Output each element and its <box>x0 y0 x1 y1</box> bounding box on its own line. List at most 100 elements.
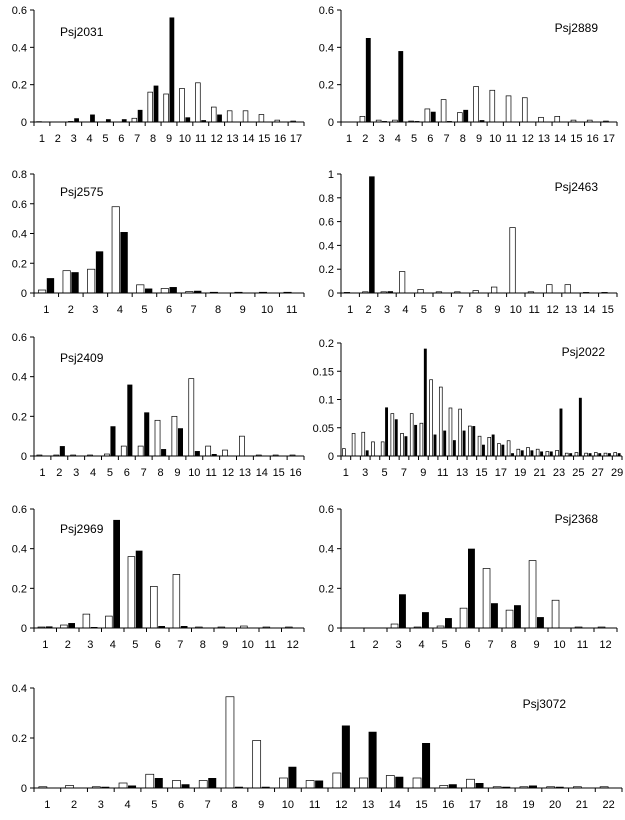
x-tick-label: 2 <box>362 133 368 145</box>
white-bar-7 <box>198 780 208 789</box>
x-tick-label: 5 <box>141 304 147 316</box>
chart-panel-4: 00.20.40.60.811 2 3 4 5 6 7 8 9 10 11 12 13 14 15Psj24… <box>319 169 618 316</box>
black-bar-10 <box>288 766 297 788</box>
black-bar-5 <box>105 119 111 122</box>
y-tick-label: 0.15 <box>313 366 334 378</box>
white-bar-10 <box>551 599 560 629</box>
black-bar-2 <box>68 623 75 628</box>
x-tick-label: 12 <box>546 304 558 316</box>
x-tick-label: 9 <box>240 304 246 316</box>
black-bar-4 <box>120 232 128 293</box>
y-tick-label: 0.2 <box>12 258 27 270</box>
black-bar-24 <box>569 453 573 456</box>
black-bar-7 <box>180 626 188 628</box>
white-bar-4 <box>111 206 120 294</box>
white-bar-7 <box>131 117 138 123</box>
x-tick-label: 1 <box>39 133 45 145</box>
white-bar-6 <box>459 607 468 629</box>
white-bar-6 <box>390 413 395 457</box>
x-tick-label: 11 <box>577 639 588 651</box>
x-tick-label: 15 <box>415 799 427 811</box>
chart-panel-9: 00.20.41 2 3 4 5 6 7 8 9 10 11 12 13 14 15 16 17 18 19 20 21… <box>12 683 623 811</box>
x-tick-label: 2 <box>55 133 61 145</box>
black-bar-8 <box>161 449 167 456</box>
white-bar-10 <box>179 88 185 123</box>
x-tick-label: 8 <box>200 639 206 651</box>
x-tick-label: 9 <box>420 467 426 479</box>
x-tick-label: 10 <box>489 133 501 145</box>
white-bar-18 <box>506 440 511 457</box>
black-bar-5 <box>385 407 389 456</box>
black-bar-15 <box>422 743 431 788</box>
x-tick-label: 3 <box>379 133 385 145</box>
x-tick-label: 14 <box>242 133 254 145</box>
white-bar-6 <box>172 780 181 789</box>
x-tick-label: 2 <box>366 304 372 316</box>
black-bar-3 <box>365 450 369 456</box>
black-bar-7 <box>137 109 143 122</box>
black-bar-9 <box>479 120 485 122</box>
x-tick-label: 2 <box>56 467 62 479</box>
x-tick-label: 5 <box>382 467 388 479</box>
white-bar-25 <box>574 452 579 457</box>
black-bar-4 <box>113 519 120 628</box>
x-tick-label: 12 <box>222 467 234 479</box>
white-bar-8 <box>457 112 463 123</box>
white-bar-11 <box>505 95 512 123</box>
x-tick-label: 11 <box>286 304 297 316</box>
white-bar-15 <box>258 114 265 123</box>
black-bar-6 <box>158 626 165 628</box>
black-bar-12 <box>452 440 456 456</box>
x-tick-label: 3 <box>92 304 98 316</box>
x-tick-label: 8 <box>460 133 466 145</box>
white-bar-8 <box>409 413 414 457</box>
x-tick-label: 1 <box>343 467 349 479</box>
white-bar-4 <box>399 271 406 294</box>
y-tick-label: 0.1 <box>319 395 334 407</box>
black-bar-18 <box>502 786 511 788</box>
white-bar-8 <box>147 91 153 123</box>
black-bar-14 <box>472 426 476 456</box>
x-tick-label: 7 <box>134 133 140 145</box>
white-bar-12 <box>448 407 453 457</box>
black-bar-15 <box>482 444 485 456</box>
y-tick-label: 0.05 <box>313 423 334 435</box>
x-tick-label: 2 <box>71 799 77 811</box>
white-bar-9 <box>163 93 169 123</box>
chart-title: Psj2031 <box>60 25 104 39</box>
y-tick-label: 0.4 <box>319 544 334 556</box>
black-bar-3 <box>387 291 394 293</box>
x-tick-label: 9 <box>494 304 500 316</box>
x-tick-label: 2 <box>372 639 378 651</box>
black-bar-5 <box>445 618 452 628</box>
x-tick-label: 15 <box>570 133 582 145</box>
y-tick-label: 0.8 <box>319 193 334 205</box>
y-tick-label: 0.2 <box>12 733 27 745</box>
y-tick-label: 0 <box>21 451 27 463</box>
x-tick-label: 10 <box>179 133 191 145</box>
x-tick-label: 5 <box>102 133 108 145</box>
white-bar-11 <box>195 82 201 123</box>
x-tick-label: 11 <box>506 133 517 145</box>
x-tick-label: 6 <box>439 304 445 316</box>
x-tick-label: 3 <box>73 467 79 479</box>
x-tick-label: 27 <box>592 467 604 479</box>
x-tick-label: 12 <box>522 133 534 145</box>
black-bar-10 <box>433 434 437 456</box>
white-bar-7 <box>440 99 447 123</box>
x-tick-label: 16 <box>289 467 301 479</box>
black-bar-13 <box>462 430 466 456</box>
chart-title: Psj2022 <box>562 345 606 359</box>
white-bar-5 <box>417 289 424 294</box>
black-bar-13 <box>368 731 377 788</box>
x-tick-label: 6 <box>427 133 433 145</box>
black-bar-4 <box>422 612 429 628</box>
chart-title: Psj2969 <box>60 522 104 536</box>
x-tick-label: 8 <box>158 467 164 479</box>
y-tick-label: 0.2 <box>319 583 334 595</box>
white-bar-5 <box>127 556 136 629</box>
x-tick-label: 7 <box>141 467 147 479</box>
white-bar-4 <box>371 441 375 457</box>
x-tick-label: 6 <box>155 639 161 651</box>
y-tick-label: 1 <box>328 169 334 181</box>
